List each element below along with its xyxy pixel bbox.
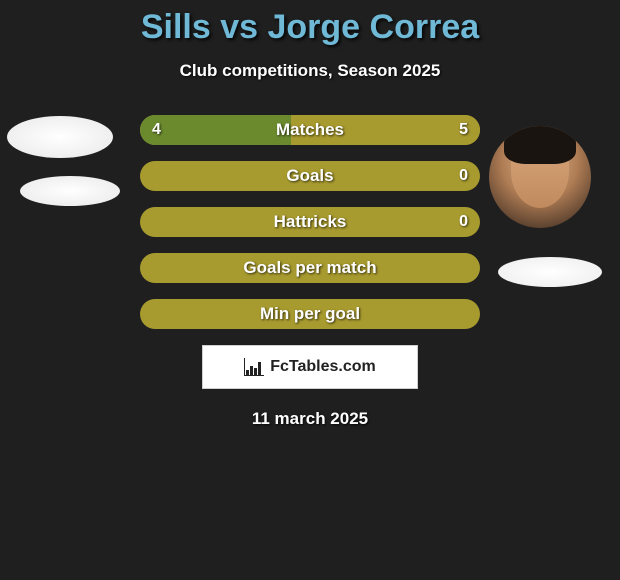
row-value-left: 4 bbox=[152, 121, 161, 139]
comparison-row: Matches45 bbox=[140, 115, 480, 145]
page-title: Sills vs Jorge Correa bbox=[0, 0, 620, 47]
chart-icon bbox=[244, 358, 264, 376]
footer-date: 11 march 2025 bbox=[0, 409, 620, 429]
comparison-row: Hattricks0 bbox=[140, 207, 480, 237]
player-right-label-ellipse bbox=[498, 257, 602, 287]
player-left-label-ellipse bbox=[20, 176, 120, 206]
comparison-row: Min per goal bbox=[140, 299, 480, 329]
player-right-avatar bbox=[489, 126, 591, 228]
subtitle: Club competitions, Season 2025 bbox=[0, 61, 620, 81]
comparison-row: Goals per match bbox=[140, 253, 480, 283]
comparison-row: Goals0 bbox=[140, 161, 480, 191]
logo-text: FcTables.com bbox=[270, 358, 376, 376]
logo-box: FcTables.com bbox=[202, 345, 418, 389]
player-left-avatar bbox=[7, 116, 113, 158]
row-value-right: 5 bbox=[459, 121, 468, 139]
row-value-right: 0 bbox=[459, 167, 468, 185]
row-value-right: 0 bbox=[459, 213, 468, 231]
